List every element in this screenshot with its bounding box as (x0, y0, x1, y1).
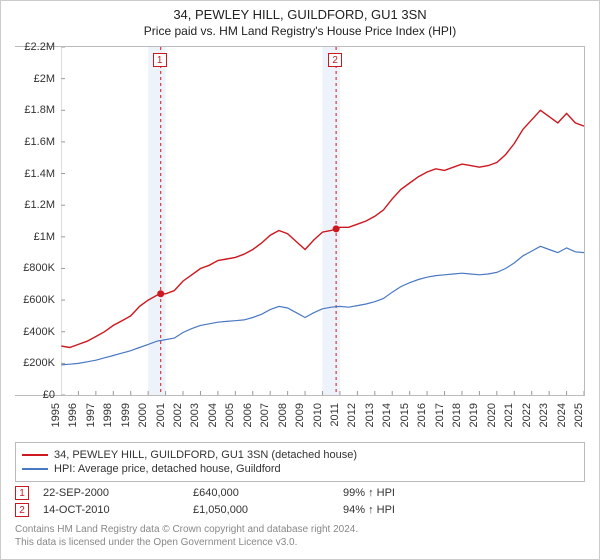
sale-pct-1: 99% ↑ HPI (343, 487, 493, 499)
legend: 34, PEWLEY HILL, GUILDFORD, GU1 3SN (det… (15, 442, 585, 482)
sale-marker-1: 1 (15, 486, 29, 500)
x-tick-label: 2017 (434, 403, 446, 427)
x-tick-label: 2005 (224, 403, 236, 427)
legend-label-hpi: HPI: Average price, detached house, Guil… (54, 463, 281, 475)
sale-row-1: 1 22-SEP-2000 £640,000 99% ↑ HPI (15, 486, 585, 500)
chart-marker-1: 1 (153, 53, 167, 67)
x-tick-label: 2020 (486, 403, 498, 427)
x-tick-label: 2006 (242, 403, 254, 427)
y-tick-label: £1.6M (24, 136, 55, 148)
x-tick-label: 2016 (416, 403, 428, 427)
x-tick-label: 2013 (364, 403, 376, 427)
x-tick-label: 2009 (294, 403, 306, 427)
chart-area: £0£200K£400K£600K£800K£1M£1.2M£1.4M£1.6M… (15, 46, 585, 396)
sale-marker-2: 2 (15, 503, 29, 517)
x-tick-label: 2014 (381, 403, 393, 427)
x-tick-label: 1996 (67, 403, 79, 427)
x-tick-label: 1999 (120, 403, 132, 427)
x-axis-labels: 1995199619971998199920002001200220032004… (61, 395, 584, 439)
plot-svg (61, 47, 584, 395)
legend-swatch-property (22, 454, 48, 456)
y-tick-label: £400K (23, 326, 55, 338)
y-tick-label: £2.2M (24, 41, 55, 53)
x-tick-label: 2022 (521, 403, 533, 427)
legend-row-hpi: HPI: Average price, detached house, Guil… (22, 463, 578, 475)
x-tick-label: 1998 (102, 403, 114, 427)
sale-row-2: 2 14-OCT-2010 £1,050,000 94% ↑ HPI (15, 503, 585, 517)
x-tick-label: 2001 (155, 403, 167, 427)
y-tick-label: £200K (23, 357, 55, 369)
sale-date-2: 14-OCT-2010 (43, 504, 193, 516)
sale-price-2: £1,050,000 (193, 504, 343, 516)
x-tick-label: 2025 (573, 403, 585, 427)
x-tick-label: 1997 (85, 403, 97, 427)
x-tick-label: 2002 (172, 403, 184, 427)
x-tick-label: 2007 (259, 403, 271, 427)
title-subtitle: Price paid vs. HM Land Registry's House … (1, 24, 599, 38)
x-tick-label: 2023 (538, 403, 550, 427)
x-tick-label: 2021 (503, 403, 515, 427)
x-tick-label: 2012 (346, 403, 358, 427)
x-tick-label: 2015 (399, 403, 411, 427)
legend-row-property: 34, PEWLEY HILL, GUILDFORD, GU1 3SN (det… (22, 449, 578, 461)
footer: 1 22-SEP-2000 £640,000 99% ↑ HPI 2 14-OC… (15, 486, 585, 549)
x-tick-label: 2019 (468, 403, 480, 427)
x-tick-label: 2024 (556, 403, 568, 427)
sale-pct-2: 94% ↑ HPI (343, 504, 493, 516)
x-tick-label: 2004 (207, 403, 219, 427)
chart-titles: 34, PEWLEY HILL, GUILDFORD, GU1 3SN Pric… (1, 1, 599, 38)
x-tick-label: 2003 (189, 403, 201, 427)
sale-price-1: £640,000 (193, 487, 343, 499)
title-address: 34, PEWLEY HILL, GUILDFORD, GU1 3SN (1, 7, 599, 22)
legend-label-property: 34, PEWLEY HILL, GUILDFORD, GU1 3SN (det… (54, 449, 357, 461)
disclaimer: Contains HM Land Registry data © Crown c… (15, 523, 585, 549)
plot-region: 12 (61, 47, 584, 395)
chart-marker-2: 2 (328, 53, 342, 67)
sale-date-1: 22-SEP-2000 (43, 487, 193, 499)
y-tick-label: £1.2M (24, 199, 55, 211)
y-tick-label: £1.4M (24, 168, 55, 180)
disclaimer-line2: This data is licensed under the Open Gov… (15, 536, 585, 549)
x-tick-label: 2011 (329, 403, 341, 427)
y-tick-label: £1M (34, 231, 55, 243)
x-tick-label: 2008 (277, 403, 289, 427)
x-tick-label: 2000 (137, 403, 149, 427)
y-tick-label: £600K (23, 294, 55, 306)
x-tick-label: 2010 (312, 403, 324, 427)
legend-swatch-hpi (22, 468, 48, 470)
x-tick-label: 1995 (50, 403, 62, 427)
y-tick-label: £2M (34, 73, 55, 85)
disclaimer-line1: Contains HM Land Registry data © Crown c… (15, 523, 585, 536)
y-tick-label: £0 (43, 389, 55, 401)
y-tick-label: £800K (23, 262, 55, 274)
y-axis-labels: £0£200K£400K£600K£800K£1M£1.2M£1.4M£1.6M… (15, 47, 59, 395)
x-tick-label: 2018 (451, 403, 463, 427)
y-tick-label: £1.8M (24, 104, 55, 116)
